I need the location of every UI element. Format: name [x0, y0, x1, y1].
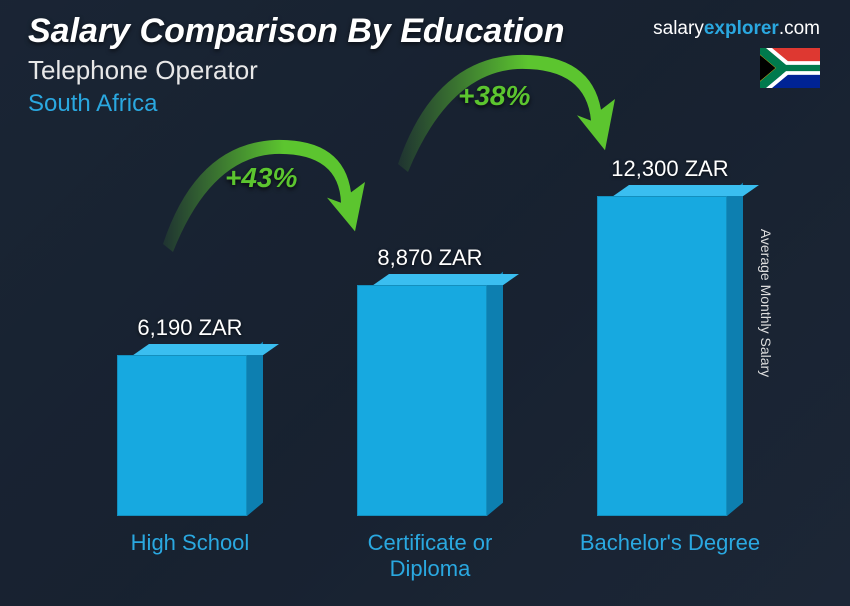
- bar-category-label: Bachelor's Degree: [570, 530, 770, 576]
- bar-value-label: 6,190 ZAR: [90, 315, 290, 341]
- brand-logo: salaryexplorer.com: [653, 18, 820, 40]
- bar-1: 8,870 ZARCertificate or Diploma: [330, 245, 530, 576]
- brand-suffix: .com: [779, 18, 820, 39]
- south-africa-flag-icon: [760, 48, 820, 88]
- brand-prefix: salary: [653, 18, 704, 39]
- increase-arrow-0: [155, 130, 385, 260]
- bar-0: 6,190 ZAR High School: [90, 315, 290, 576]
- bar-2: 12,300 ZARBachelor's Degree: [570, 156, 770, 576]
- bar-category-label: Certificate or Diploma: [330, 530, 530, 576]
- increase-label-1: +38%: [458, 80, 530, 112]
- increase-arrow-1: [390, 45, 635, 180]
- increase-label-0: +43%: [225, 162, 297, 194]
- brand-bold: explorer: [704, 18, 779, 39]
- bar-category-label: High School: [90, 530, 290, 576]
